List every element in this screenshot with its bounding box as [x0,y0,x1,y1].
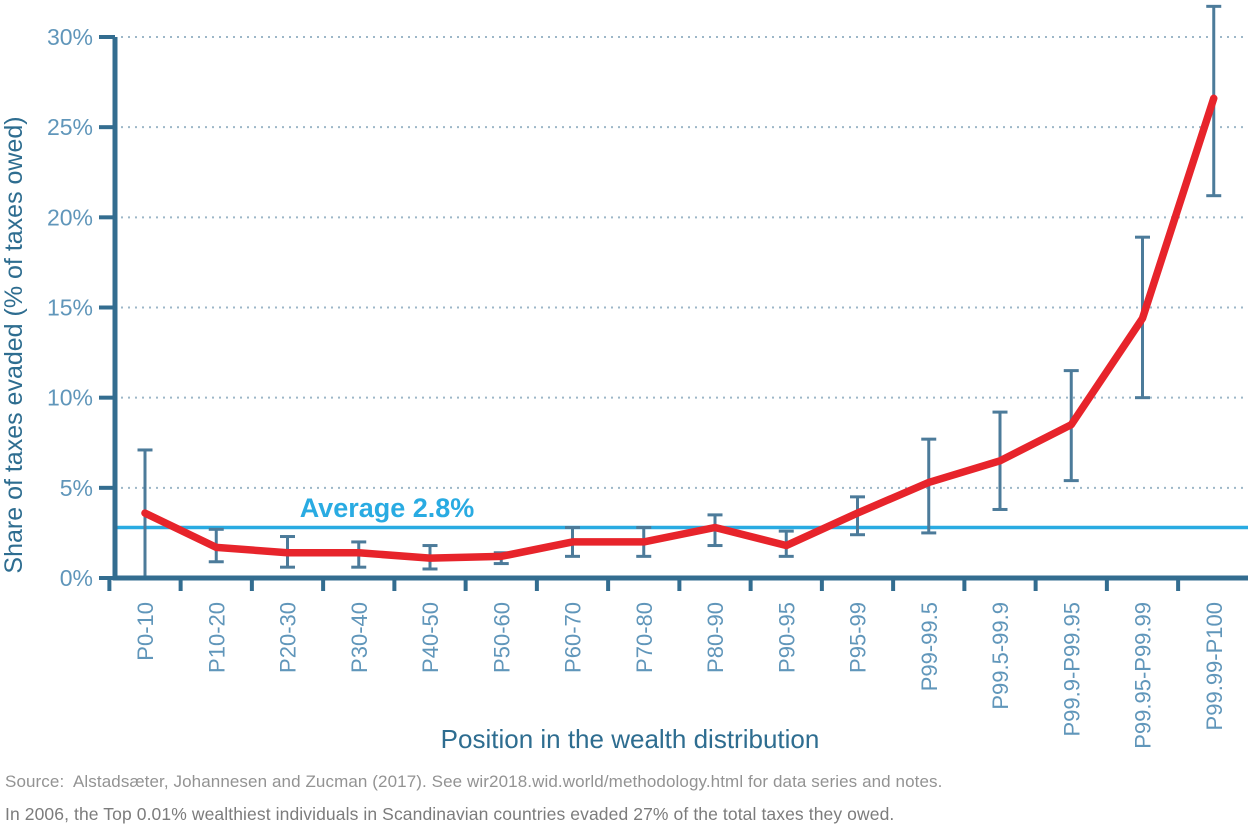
x-category-label: P0-10 [133,602,158,661]
y-tick-label: 15% [47,295,93,321]
x-category-label: P10-20 [204,602,229,673]
y-tick-label: 10% [47,385,93,411]
x-category-label: P99.99-P100 [1202,602,1227,730]
source-text: Source: Alstadsæter, Johannesen and Zucm… [5,772,943,791]
figure-note-text: In 2006, the Top 0.01% wealthiest indivi… [5,804,895,824]
y-tick-label: 5% [60,475,93,501]
y-tick-label: 20% [47,204,93,230]
x-axis-title: Position in the wealth distribution [441,724,820,754]
y-tick-label: 25% [47,114,93,140]
x-category-label: P60-70 [561,602,586,673]
data-line [141,94,1218,562]
y-tick-label: 0% [60,565,93,591]
x-category-label: P95-99 [846,602,871,673]
x-category-label: P30-40 [347,602,372,673]
x-category-label: P80-90 [703,602,728,673]
x-category-label: P99.95-P99.99 [1131,602,1156,749]
y-tick-label: 30% [47,24,93,50]
x-category-label: P99.5-99.9 [988,602,1013,710]
x-category-label: P99.9-P99.95 [1059,602,1084,737]
x-category-label: P20-30 [276,602,301,673]
average-annotation: Average 2.8% [300,493,475,523]
y-axis-title: Share of taxes evaded (% of taxes owed) [0,116,28,573]
x-category-label: P90-95 [774,602,799,673]
x-category-label: P50-60 [489,602,514,673]
x-category-label: P70-80 [632,602,657,673]
x-category-label: P40-50 [418,602,443,673]
x-category-label: P99-99.5 [917,602,942,691]
